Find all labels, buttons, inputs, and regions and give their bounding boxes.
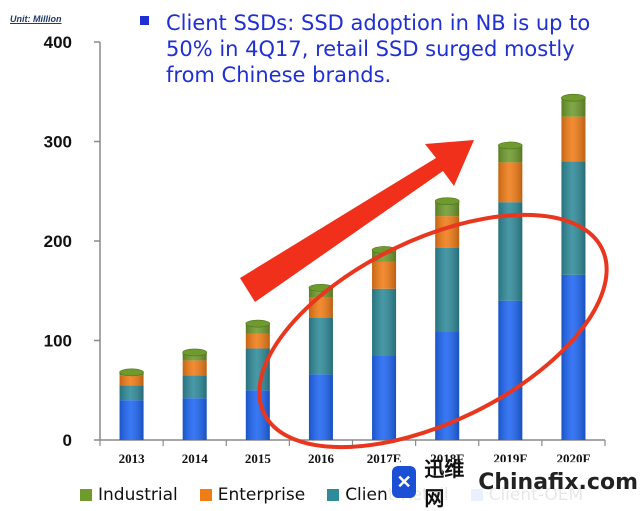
bar-shading xyxy=(498,300,523,440)
bar-shading xyxy=(245,323,270,334)
bar-shading xyxy=(182,360,207,376)
bar-top-cap xyxy=(561,93,586,102)
bar-shading xyxy=(561,274,586,440)
highlight-ellipse xyxy=(257,212,609,450)
bar-shading xyxy=(245,348,270,391)
trend-arrow xyxy=(240,140,474,302)
bar-shading xyxy=(561,97,586,117)
legend-swatch-client-retail xyxy=(327,489,340,501)
bar-shading xyxy=(435,247,460,332)
y-tick-label: 200 xyxy=(44,232,72,251)
bar-shading xyxy=(372,288,397,356)
bars xyxy=(119,93,586,440)
bar-top-cap xyxy=(498,141,523,150)
y-tick-label: 300 xyxy=(44,133,72,152)
bar-shading xyxy=(435,201,460,217)
legend-swatch-enterprise xyxy=(199,489,212,501)
bar-top-cap xyxy=(434,197,460,205)
bar-top-cap xyxy=(119,368,144,377)
bar-shading xyxy=(498,145,523,163)
watermark-cn-text: 迅维网 xyxy=(424,457,465,510)
bar-shading xyxy=(119,375,144,386)
x-tick-label: 2016 xyxy=(308,451,335,466)
y-tick-label: 0 xyxy=(63,431,72,450)
y-tick-label: 400 xyxy=(44,33,72,52)
y-tick-label: 100 xyxy=(44,332,72,351)
x-tick-label: 2013 xyxy=(119,451,146,466)
bar-shading xyxy=(308,287,333,298)
watermark-site-text: Chinafix.com xyxy=(478,469,638,495)
watermark-logo-icon: ✕ xyxy=(392,466,417,498)
bar-shading xyxy=(119,385,144,401)
bar-shading xyxy=(308,317,333,375)
bar-shading xyxy=(498,162,523,203)
bar-shading xyxy=(561,116,586,162)
legend-item-enterprise: Enterprise xyxy=(199,485,306,505)
bar-shading xyxy=(119,400,144,440)
legend-item-industrial: Industrial xyxy=(80,485,178,505)
x-tick-label: 2015 xyxy=(245,451,272,466)
bar-shading xyxy=(182,352,207,361)
bar-shading xyxy=(182,398,207,440)
bullet-square-icon xyxy=(140,16,149,25)
bar-shading xyxy=(245,333,270,349)
legend-label-enterprise: Enterprise xyxy=(217,485,306,505)
watermark: ✕ 迅维网 Chinafix.com xyxy=(388,457,638,510)
bar-shading xyxy=(182,375,207,399)
legend-label-industrial: Industrial xyxy=(98,485,178,505)
bar-shading xyxy=(498,202,523,301)
unit-label: Unit: Million xyxy=(10,14,62,24)
bullet-text: Client SSDs: SSD adoption in NB is up to… xyxy=(166,11,591,87)
x-tick-label: 2014 xyxy=(182,451,209,466)
bar-shading xyxy=(372,261,397,289)
legend-swatch-industrial xyxy=(80,489,92,501)
bar-top-cap xyxy=(182,348,207,357)
bar-shading xyxy=(561,161,586,275)
bar-shading xyxy=(372,355,397,440)
bar-shading xyxy=(308,374,333,440)
bar-top-cap xyxy=(245,319,271,328)
